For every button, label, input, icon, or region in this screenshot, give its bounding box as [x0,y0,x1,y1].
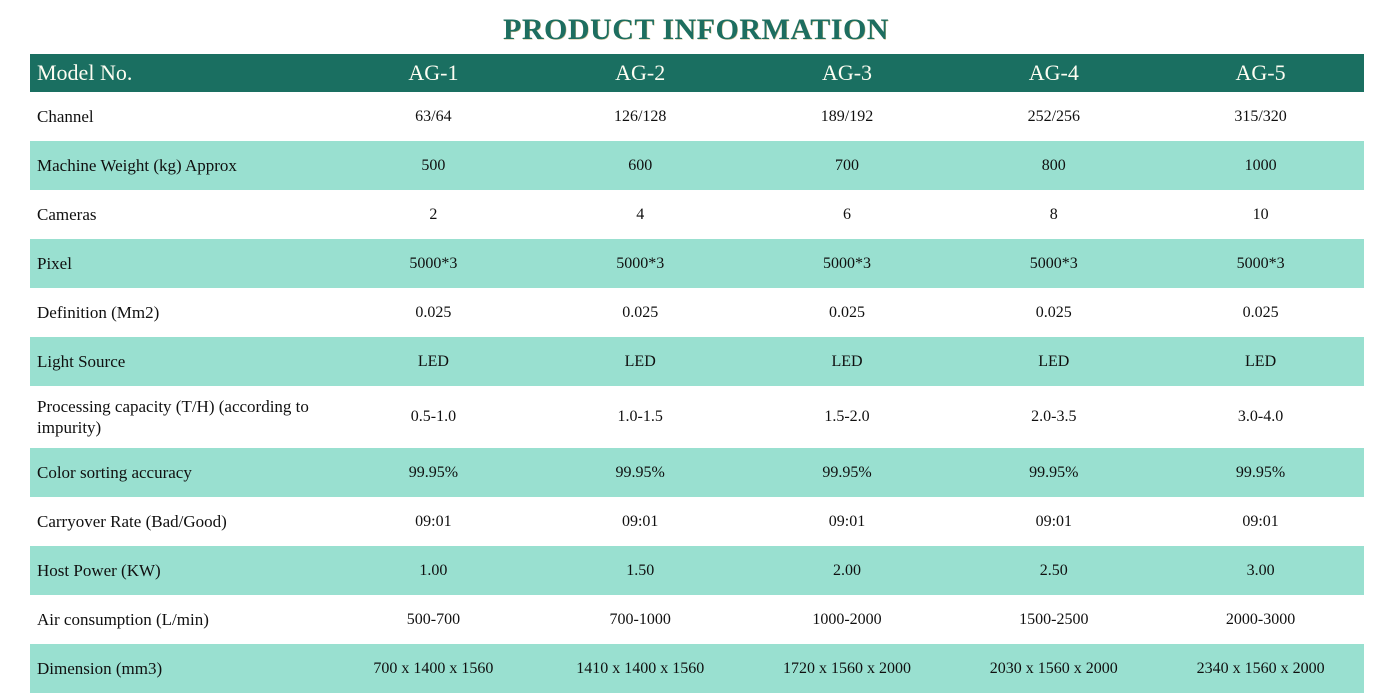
cell-value: 2.50 [950,546,1158,595]
cell-value: 600 [536,141,744,190]
cell-value: 99.95% [1157,448,1364,497]
cell-value: 5000*3 [950,239,1158,288]
table-row: Processing capacity (T/H) (according to … [30,386,1364,448]
column-header-ag4: AG-4 [950,54,1158,92]
cell-value: 2000-3000 [1225,610,1296,628]
cell-value: 0.5-1.0 [410,408,457,425]
column-header-ag2: AG-2 [536,54,744,92]
cell-value: LED [950,337,1158,386]
cell-value: 2340 x 1560 x 2000 [1157,644,1364,693]
cell-value: LED [1157,337,1364,386]
cell-value: 5000*3 [743,239,951,288]
cell-value: 1720 x 1560 x 2000 [743,644,951,693]
cell-value: 5000*3 [1157,239,1364,288]
cell-value: 0.025 [415,303,452,321]
cell-value: 5000*3 [536,239,744,288]
cell-value: 99.95% [950,448,1158,497]
cell-value: 0.025 [1242,303,1279,321]
cell-value: 0.025 [622,303,659,321]
cell-value: 09:01 [1035,512,1073,530]
cell-value: 2 [429,205,438,223]
row-label: Processing capacity (T/H) (according to … [37,396,309,437]
cell-value: 500 [330,141,537,190]
column-header-ag1: AG-1 [330,54,537,92]
cell-value: 1.50 [536,546,744,595]
cell-value: 2.0-3.5 [1031,408,1077,425]
table-row: Carryover Rate (Bad/Good) 09:01 09:01 09:01… [30,497,1364,546]
cell-value: 10 [1252,205,1269,223]
table-row: Color sorting accuracy 99.95% 99.95% 99.95%… [30,448,1364,497]
row-label: Color sorting accuracy [30,448,330,497]
cell-value: 700 [743,141,951,190]
product-spec-table: Model No. AG-1 AG-2 AG-3 AG-4 AG-5 Chann… [30,54,1364,693]
cell-value: 1410 x 1400 x 1560 [536,644,744,693]
cell-value: 4 [636,205,645,223]
table-body: Channel 63/64 126/128 189/192 252/256 315/320… [30,92,1364,693]
cell-value: 1.00 [330,546,537,595]
row-label: Dimension (mm3) [30,644,330,693]
cell-value: 1500-2500 [1019,610,1089,628]
cell-value: 126/128 [613,107,667,125]
cell-value: 99.95% [536,448,744,497]
cell-value: 09:01 [621,512,659,530]
row-label: Host Power (KW) [30,546,330,595]
cell-value: 2.00 [743,546,951,595]
cell-value: 99.95% [330,448,537,497]
row-label: Air consumption (L/min) [37,609,209,629]
column-header-model-no: Model No. [30,54,330,92]
cell-value: 0.025 [1035,303,1072,321]
table-row: Pixel 5000*3 5000*3 5000*3 5000*3 5000*3 [30,239,1364,288]
cell-value: 800 [950,141,1158,190]
cell-value: 2030 x 1560 x 2000 [950,644,1158,693]
cell-value: 500-700 [406,610,461,628]
table-row: Machine Weight (kg) Approx 500 600 700 800 10… [30,141,1364,190]
cell-value: 8 [1049,205,1058,223]
row-label: Machine Weight (kg) Approx [30,141,330,190]
cell-value: 0.025 [828,303,865,321]
cell-value: 09:01 [828,512,866,530]
cell-value: 3.00 [1157,546,1364,595]
cell-value: 700-1000 [609,610,671,628]
cell-value: 5000*3 [330,239,537,288]
cell-value: 3.0-4.0 [1237,408,1284,425]
table-row: Definition (Mm2) 0.025 0.025 0.025 0.025 0.02… [30,288,1364,337]
cell-value: 09:01 [415,512,452,530]
row-label: Cameras [37,204,97,224]
table-row: Cameras 2 4 6 8 10 [30,190,1364,239]
table-row: Light Source LED LED LED LED LED [30,337,1364,386]
row-label: Pixel [30,239,330,288]
cell-value: 1000 [1157,141,1364,190]
cell-value: LED [330,337,537,386]
cell-value: 1.5-2.0 [824,408,870,425]
cell-value: 189/192 [820,107,874,125]
cell-value: 09:01 [1242,512,1279,530]
cell-value: 700 x 1400 x 1560 [330,644,537,693]
column-header-ag5: AG-5 [1157,54,1364,92]
row-label: Definition (Mm2) [37,302,160,322]
page-title: PRODUCT INFORMATION [503,13,889,46]
cell-value: 6 [842,205,851,223]
cell-value: 99.95% [743,448,951,497]
table-header-row: Model No. AG-1 AG-2 AG-3 AG-4 AG-5 [30,54,1364,92]
cell-value: 1.0-1.5 [617,408,663,425]
table-row: Host Power (KW) 1.00 1.50 2.00 2.50 3.00 [30,546,1364,595]
cell-value: 1000-2000 [812,610,882,628]
cell-value: LED [743,337,951,386]
column-header-ag3: AG-3 [743,54,951,92]
cell-value: 63/64 [415,107,452,125]
row-label: Carryover Rate (Bad/Good) [37,511,227,531]
cell-value: LED [536,337,744,386]
row-label: Channel [37,106,94,126]
cell-value: 315/320 [1234,107,1287,125]
row-label: Light Source [30,337,330,386]
cell-value: 252/256 [1027,107,1081,125]
table-row: Channel 63/64 126/128 189/192 252/256 315/320 [30,92,1364,141]
table-row: Dimension (mm3) 700 x 1400 x 1560 1410 x 1… [30,644,1364,693]
table-row: Air consumption (L/min) 500-700 700-1000 10… [30,595,1364,644]
